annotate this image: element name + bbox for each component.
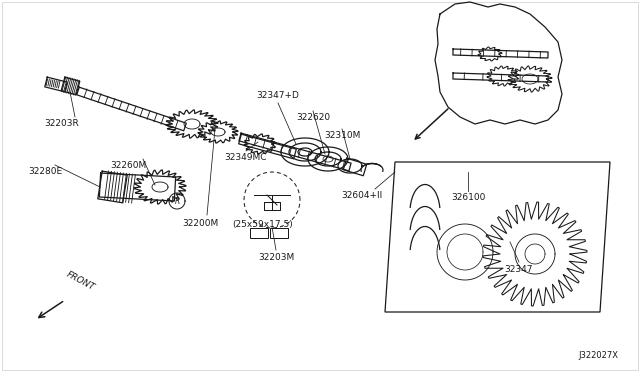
Text: 32280E: 32280E: [28, 167, 62, 176]
Text: 32604+II: 32604+II: [341, 190, 383, 199]
Text: FRONT: FRONT: [64, 270, 96, 292]
Text: 32200M: 32200M: [182, 219, 218, 228]
Text: R: R: [174, 196, 180, 205]
Text: (25x59x17.5): (25x59x17.5): [232, 219, 293, 228]
Text: 32203M: 32203M: [258, 253, 294, 262]
Text: 32203R: 32203R: [45, 119, 79, 128]
Text: 32347: 32347: [505, 264, 533, 273]
Text: 32310M: 32310M: [324, 131, 360, 140]
Text: 32349MC: 32349MC: [225, 154, 268, 163]
Text: 32347+D: 32347+D: [257, 92, 300, 100]
Bar: [270, 228, 288, 238]
Text: 32260M: 32260M: [110, 160, 146, 170]
Text: 326100: 326100: [451, 193, 485, 202]
Bar: [250, 228, 268, 238]
Text: J322027X: J322027X: [578, 351, 618, 360]
Text: 322620: 322620: [296, 113, 330, 122]
